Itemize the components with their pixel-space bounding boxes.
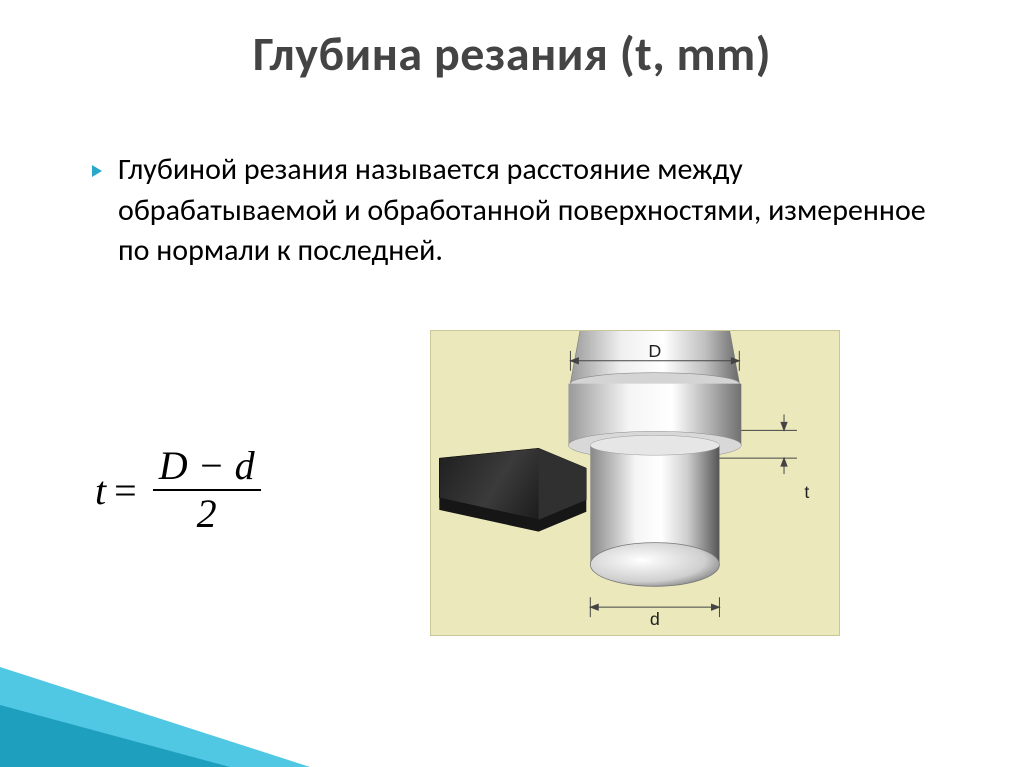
figure-svg: D d t bbox=[431, 331, 839, 635]
formula-fraction: D − d 2 bbox=[153, 445, 261, 535]
workpiece-small-icon bbox=[590, 435, 719, 586]
label-t: t bbox=[804, 482, 809, 502]
label-d: d bbox=[650, 609, 660, 629]
label-D: D bbox=[648, 341, 661, 361]
formula-denominator: 2 bbox=[191, 493, 223, 535]
figure: D d t bbox=[430, 330, 840, 636]
cutting-tool-icon bbox=[439, 448, 586, 531]
bullet-text: Глубиной резания называется расстояние м… bbox=[118, 150, 940, 272]
formula: t = D − d 2 bbox=[95, 445, 261, 535]
formula-numerator: D − d bbox=[153, 445, 261, 487]
page-title: Глубина резания (t, mm) bbox=[0, 24, 1024, 83]
formula-eq: = bbox=[114, 467, 137, 514]
bullet-item: Глубиной резания называется расстояние м… bbox=[90, 150, 940, 272]
formula-lhs: t bbox=[95, 467, 106, 514]
body-text: Глубиной резания называется расстояние м… bbox=[90, 150, 940, 272]
bullet-marker-icon bbox=[90, 164, 104, 178]
slide: Глубина резания (t, mm) Глубиной резания… bbox=[0, 0, 1024, 767]
